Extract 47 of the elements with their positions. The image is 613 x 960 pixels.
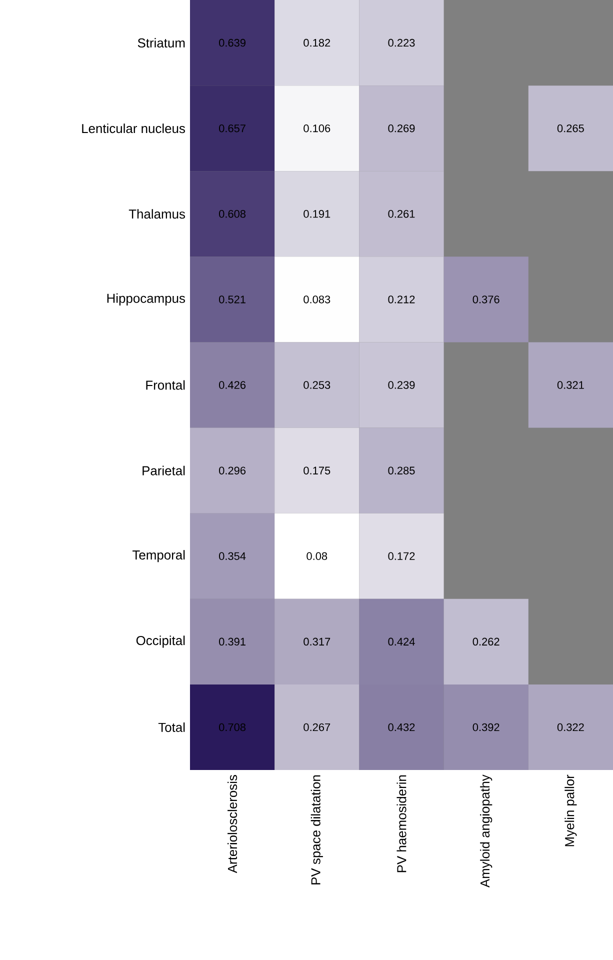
data-label: 0.083	[304, 296, 330, 304]
data-label: 0.321	[557, 381, 584, 389]
data-label: 0.521	[219, 296, 246, 304]
data-label: 0.261	[388, 210, 415, 218]
data-label: 0.708	[219, 723, 246, 732]
data-label: 0.424	[388, 638, 415, 646]
data-label: 0.223	[388, 38, 415, 47]
x-tick-label: Amyloid angiopathy	[480, 774, 492, 888]
data-label: 0.354	[219, 552, 246, 560]
data-label: 0.426	[219, 381, 246, 389]
data-label: 0.239	[388, 381, 415, 389]
data-label: 0.608	[219, 210, 246, 218]
data-label: 0.265	[557, 124, 584, 132]
data-label: 0.106	[304, 124, 330, 132]
data-label: 0.08	[306, 552, 328, 560]
y-tick-label: Lenticular nucleus	[82, 124, 185, 134]
x-tick-label: PV space dilatation	[310, 775, 323, 884]
data-label: 0.253	[304, 381, 330, 389]
data-label: 0.639	[219, 38, 246, 47]
y-tick-label: Occipital	[136, 636, 185, 648]
y-tick-label: Total	[158, 722, 185, 732]
x-tick-label: Arteriolosclerosis	[228, 775, 238, 874]
data-label: 0.391	[219, 638, 246, 646]
data-label: 0.262	[472, 638, 500, 646]
data-label: 0.376	[472, 296, 500, 304]
data-label: 0.432	[388, 723, 415, 732]
data-label: 0.296	[219, 466, 246, 474]
data-label: 0.212	[388, 296, 415, 304]
y-tick-label: Striatum	[138, 38, 185, 48]
data-label: 0.172	[388, 552, 415, 560]
data-label: 0.267	[304, 723, 330, 732]
y-tick-label: Thalamus	[128, 209, 186, 219]
data-label: 0.392	[472, 723, 500, 732]
y-tick-label: Parietal	[142, 466, 185, 476]
data-label: 0.317	[304, 638, 330, 646]
y-tick-label: Hippocampus	[107, 293, 186, 306]
x-tick-label: PV haemosiderin	[396, 775, 406, 872]
x-tick-label: Myelin pallor	[564, 774, 577, 846]
y-tick-label: Temporal	[132, 550, 185, 562]
data-label: 0.322	[557, 723, 584, 732]
data-label: 0.175	[304, 466, 330, 474]
data-label: 0.191	[304, 210, 330, 218]
data-label: 0.182	[304, 38, 330, 47]
data-label: 0.657	[219, 124, 246, 132]
data-label: 0.269	[388, 124, 415, 132]
y-tick-label: Frontal	[146, 380, 185, 390]
data-label: 0.285	[388, 466, 415, 474]
